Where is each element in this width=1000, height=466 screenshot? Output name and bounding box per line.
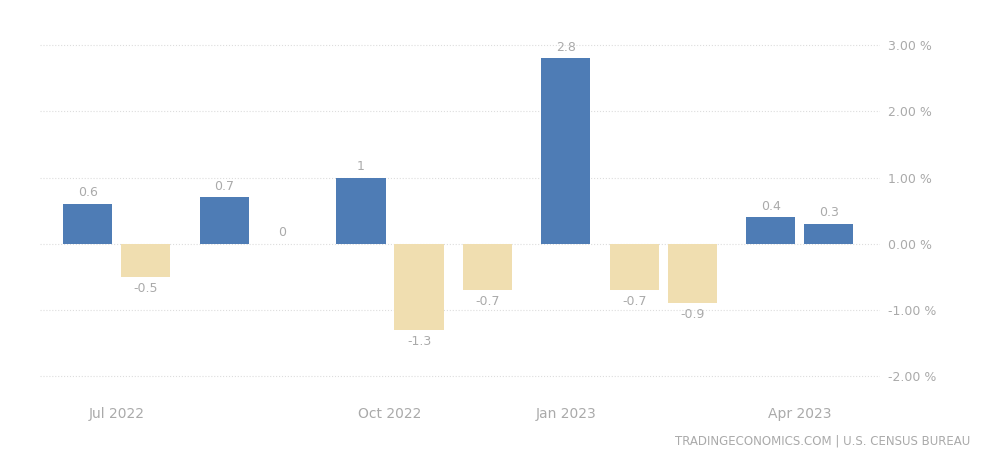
Text: 0: 0 <box>278 226 286 239</box>
Bar <box>541 58 590 244</box>
Bar <box>200 198 249 244</box>
Bar <box>121 244 170 277</box>
Bar <box>63 204 112 244</box>
Bar <box>668 244 717 303</box>
Text: -1.3: -1.3 <box>407 335 431 348</box>
Text: -0.7: -0.7 <box>622 295 646 308</box>
Text: 0.3: 0.3 <box>819 206 839 219</box>
Bar <box>804 224 853 244</box>
Text: 0.6: 0.6 <box>78 186 98 199</box>
Text: 0.7: 0.7 <box>214 180 234 193</box>
Text: 1: 1 <box>357 160 365 173</box>
Text: TRADINGECONOMICS.COM | U.S. CENSUS BUREAU: TRADINGECONOMICS.COM | U.S. CENSUS BUREA… <box>675 434 970 447</box>
Bar <box>746 217 795 244</box>
Bar <box>463 244 512 290</box>
Bar <box>610 244 659 290</box>
Text: -0.7: -0.7 <box>475 295 500 308</box>
Bar <box>394 244 444 330</box>
Text: 0.4: 0.4 <box>761 199 781 212</box>
Text: 2.8: 2.8 <box>556 41 576 54</box>
Bar <box>336 178 386 244</box>
Text: -0.9: -0.9 <box>680 308 704 321</box>
Text: -0.5: -0.5 <box>134 281 158 295</box>
